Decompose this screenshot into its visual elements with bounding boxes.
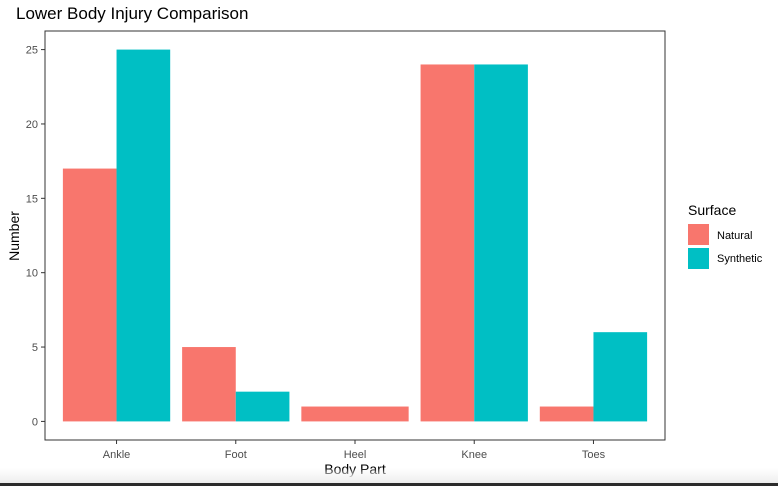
x-axis: Ankle Foot Heel Knee Toes [103,440,606,461]
y-tick-label: 5 [32,342,38,354]
x-tick-label: Knee [461,449,487,461]
legend-label-natural: Natural [717,230,752,242]
x-tick-label: Ankle [103,449,131,461]
legend-key-synthetic [688,248,709,269]
bar-knee-natural [420,64,475,422]
legend: Surface Natural Synthetic [688,202,763,269]
window-bottom-edge [0,483,778,486]
chart-title: Lower Body Injury Comparison [16,4,248,23]
x-tick-label: Foot [225,449,247,461]
window-bottom-shadow [0,468,778,486]
x-tick-label: Heel [344,449,367,461]
y-tick-label: 15 [26,193,38,205]
y-tick-label: 20 [26,119,38,131]
bar-foot-synthetic [235,391,290,422]
y-tick-label: 25 [26,45,38,57]
y-axis: 0 5 10 15 20 25 [26,45,45,428]
legend-label-synthetic: Synthetic [717,253,763,265]
bar-ankle-natural [62,168,117,422]
y-axis-title: Number [6,211,22,261]
bar-ankle-synthetic [116,49,171,422]
bar-toes-synthetic [593,332,648,422]
y-tick-label: 10 [26,268,38,280]
bar-toes-natural [539,406,594,422]
x-tick-label: Toes [582,449,606,461]
bar-heel-natural [301,406,409,422]
y-tick-label: 0 [32,416,38,428]
bar-foot-natural [182,347,236,422]
bar-knee-synthetic [474,64,528,422]
bars [62,49,648,422]
legend-title: Surface [688,202,736,218]
legend-key-natural [688,224,709,245]
